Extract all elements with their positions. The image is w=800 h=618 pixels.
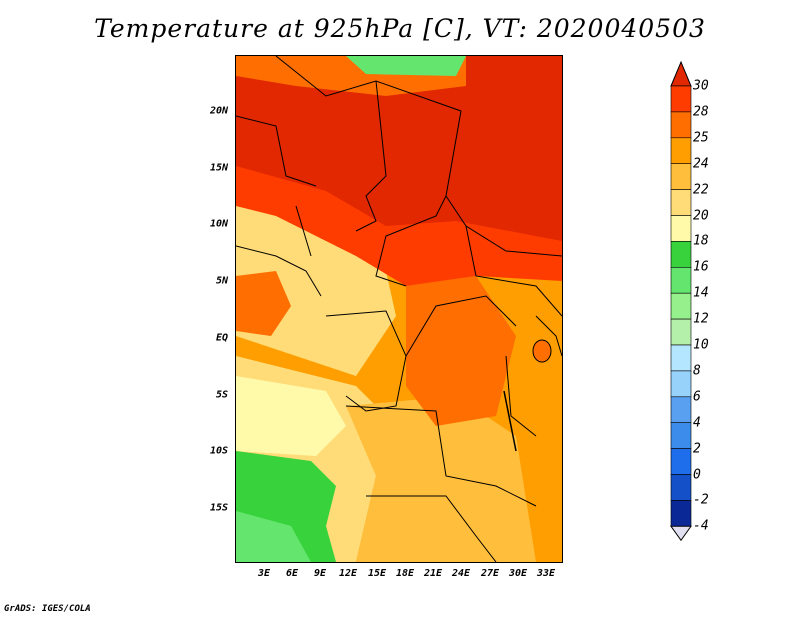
colorbar-level-label: 30: [693, 78, 709, 94]
colorbar-level-label: 28: [693, 104, 709, 120]
colorbar-level-label: 0: [693, 467, 701, 482]
lon-label: 15E: [367, 568, 387, 579]
colorbar-swatch: [670, 137, 692, 165]
colorbar-swatch: [670, 189, 692, 216]
gabon-warm-spot: [236, 271, 291, 336]
libya-cool-spot: [346, 56, 466, 76]
colorbar-swatch: [670, 111, 692, 139]
colorbar-level-label: 18: [693, 233, 709, 249]
colorbar-top-arrow: [670, 60, 692, 87]
lon-label: 27E: [480, 568, 500, 579]
colorbar-swatch: [670, 318, 692, 346]
colorbar-level-label: 6: [693, 389, 701, 405]
lon-label: 12E: [338, 568, 358, 579]
colorbar-swatch: [670, 163, 692, 190]
lat-label: 15S: [209, 502, 228, 514]
colorbar-level-label: 10: [693, 337, 709, 353]
central-basin-zone: [406, 276, 516, 426]
colorbar-swatch: [670, 267, 692, 294]
colorbar-swatch: [670, 241, 692, 268]
lat-label: 5N: [215, 275, 228, 287]
colorbar-swatch: [670, 344, 692, 372]
lat-label: 5S: [215, 389, 228, 401]
colorbar-swatch: [670, 448, 692, 475]
southwest-cooler-zone: [236, 511, 311, 562]
colorbar-swatch: [670, 422, 692, 449]
lat-label: EQ: [215, 332, 228, 344]
sahel-orange-band: [236, 166, 562, 286]
colorbar-level-label: 12: [693, 311, 709, 327]
colorbar-swatch: [670, 292, 692, 320]
colorbar-swatch: [670, 85, 692, 113]
lon-label: 30E: [508, 568, 528, 579]
lat-label: 10S: [209, 445, 228, 457]
colorbar-level-label: 16: [693, 259, 709, 275]
lon-label: 33E: [536, 568, 556, 579]
country-borders: [236, 56, 562, 562]
colorbar-level-label: 20: [693, 208, 709, 223]
colorbar-bottom-arrow: [670, 525, 692, 542]
colorbar-swatch: [670, 215, 692, 242]
colorbar-level-label: 22: [693, 182, 709, 198]
chart-title: Temperature at 925hPa [C], VT: 202004050…: [94, 14, 706, 43]
lon-label: 6E: [285, 568, 299, 579]
colorbar-level-label: 2: [693, 441, 701, 457]
lake-victoria: [532, 339, 552, 363]
lon-label: 24E: [451, 568, 471, 579]
colorbar-level-label: 25: [693, 130, 709, 146]
colorbar-level-label: -2: [693, 492, 709, 508]
southern-interior-zone: [346, 396, 536, 562]
colorbar-level-label: -4: [693, 518, 709, 534]
lon-label: 18E: [395, 568, 415, 579]
west-coast-light-zone: [236, 376, 346, 456]
lat-label: 10N: [209, 218, 228, 230]
colorbar-level-label: 24: [693, 156, 709, 172]
lat-label: 20N: [209, 105, 228, 117]
colorbar-swatch: [670, 396, 692, 423]
colorbar: [670, 60, 692, 542]
colorbar-level-label: 14: [693, 285, 709, 301]
lon-label: 21E: [423, 568, 443, 579]
lon-label: 9E: [313, 568, 327, 579]
temperature-map: [235, 55, 563, 563]
colorbar-swatch: [670, 370, 692, 398]
lake-tanganyika: [503, 390, 517, 452]
northern-hot-zone: [236, 56, 562, 261]
colorbar-swatch: [670, 500, 692, 527]
grads-credit: GrADS: IGES/COLA: [4, 604, 91, 614]
lat-label: 15N: [209, 162, 228, 174]
lon-label: 3E: [257, 568, 271, 579]
colorbar-level-label: 8: [693, 363, 701, 379]
colorbar-swatch: [670, 474, 692, 501]
colorbar-level-label: 4: [693, 415, 701, 431]
